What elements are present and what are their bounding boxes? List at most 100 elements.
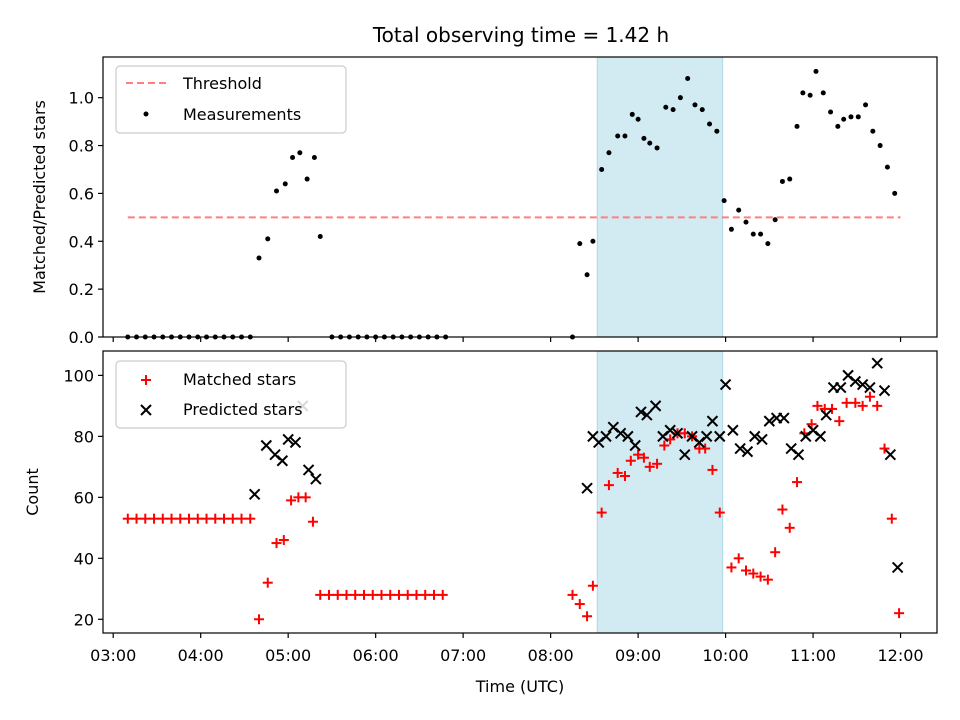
predicted-star-point bbox=[641, 409, 653, 421]
legend-predicted-label: Predicted stars bbox=[183, 400, 303, 419]
count-y-tick-label: 60 bbox=[74, 488, 94, 507]
legend-frame bbox=[115, 360, 347, 429]
measurement-point bbox=[828, 109, 834, 115]
matched-star-point bbox=[192, 513, 203, 524]
matched-star-point bbox=[437, 589, 448, 600]
measurement-point bbox=[807, 92, 813, 98]
matched-star-point bbox=[707, 464, 718, 475]
matched-star-point bbox=[254, 614, 265, 625]
measurement-point bbox=[317, 233, 323, 239]
measurement-point bbox=[311, 155, 317, 161]
measurement-point bbox=[707, 121, 713, 127]
predicted-star-point bbox=[706, 415, 719, 427]
predicted-star-point bbox=[849, 375, 862, 388]
predicted-star-point bbox=[792, 448, 805, 461]
matched-star-point bbox=[638, 452, 649, 463]
predicted-star-point bbox=[700, 430, 713, 443]
measurement-point bbox=[877, 143, 883, 149]
measurement-point bbox=[841, 116, 847, 122]
measurement-point bbox=[848, 114, 854, 120]
measurement-point bbox=[590, 238, 596, 244]
matched-star-point bbox=[402, 589, 413, 600]
matched-star-point bbox=[307, 516, 318, 527]
time-x-tick-label: 04:00 bbox=[178, 646, 224, 665]
measurement-point bbox=[622, 133, 628, 139]
legend-matched-label: Matched stars bbox=[183, 370, 296, 389]
matched-star-point bbox=[236, 513, 247, 524]
matched-star-point bbox=[315, 589, 326, 600]
measurement-point bbox=[758, 231, 764, 237]
matched-star-point bbox=[777, 504, 788, 515]
predicted-star-point bbox=[600, 430, 612, 443]
measurement-point bbox=[870, 128, 876, 134]
measurement-point bbox=[714, 128, 720, 134]
matched-star-point bbox=[582, 611, 593, 622]
matched-star-point bbox=[393, 589, 404, 600]
measurement-point bbox=[800, 90, 806, 96]
matched-star-point bbox=[886, 513, 897, 524]
predicted-star-point bbox=[763, 415, 776, 427]
matched-star-point bbox=[175, 513, 186, 524]
legend-measurements-swatch bbox=[143, 111, 149, 117]
measurement-point bbox=[736, 207, 742, 213]
matched-star-point bbox=[341, 589, 352, 600]
measurement-point bbox=[647, 140, 653, 146]
predicted-star-point bbox=[260, 439, 273, 452]
predicted-star-point bbox=[756, 433, 768, 446]
predicted-star-point bbox=[820, 409, 832, 421]
matched-star-point bbox=[567, 589, 578, 600]
matched-star-point bbox=[149, 513, 160, 524]
measurement-point bbox=[721, 198, 727, 204]
predicted-star-point bbox=[248, 488, 261, 500]
predicted-star-point bbox=[884, 448, 897, 461]
measurement-point bbox=[629, 111, 635, 117]
legend-matched-swatch bbox=[141, 375, 151, 385]
measurement-point bbox=[663, 104, 669, 110]
ratio-y-tick-label: 0.4 bbox=[69, 232, 94, 251]
count-panel-frame bbox=[102, 350, 938, 634]
matched-star-point bbox=[740, 565, 751, 576]
time-x-tick-label: 10:00 bbox=[703, 646, 749, 665]
matched-star-point bbox=[857, 400, 868, 411]
predicted-star-point bbox=[741, 445, 754, 458]
chart-title: Total observing time = 1.42 h bbox=[372, 23, 669, 47]
matched-star-point bbox=[792, 477, 803, 488]
predicted-star-point bbox=[856, 378, 869, 391]
matched-star-point bbox=[755, 571, 766, 582]
measurement-point bbox=[635, 116, 641, 122]
count-y-tick-label: 40 bbox=[74, 549, 94, 568]
time-x-tick-label: 05:00 bbox=[265, 646, 311, 665]
time-x-tick-label: 08:00 bbox=[528, 646, 574, 665]
predicted-star-point bbox=[289, 436, 302, 449]
matched-star-point bbox=[612, 467, 623, 478]
ratio-legend: Threshold Measurements bbox=[115, 65, 347, 134]
ratio-y-tick-label: 0.6 bbox=[69, 184, 94, 203]
time-x-tick-label: 07:00 bbox=[440, 646, 486, 665]
predicted-star-point bbox=[671, 427, 684, 440]
legend-measurements-label: Measurements bbox=[183, 105, 301, 124]
measurement-point bbox=[282, 181, 288, 187]
matched-star-point bbox=[894, 608, 905, 619]
matched-star-point bbox=[841, 397, 852, 408]
count-y-tick-label: 20 bbox=[74, 610, 94, 629]
measurement-point bbox=[615, 133, 621, 139]
matched-star-point bbox=[210, 513, 221, 524]
measurement-point bbox=[599, 166, 605, 172]
matched-star-point bbox=[700, 443, 711, 454]
matched-star-point bbox=[633, 449, 644, 460]
predicted-star-point bbox=[664, 424, 676, 436]
measurement-point bbox=[772, 217, 778, 223]
ratio-y-tick-label: 0.8 bbox=[69, 137, 94, 156]
matched-star-point bbox=[726, 562, 737, 573]
legend-threshold-label: Threshold bbox=[182, 74, 262, 93]
predicted-star-point bbox=[734, 442, 746, 455]
matched-star-point bbox=[834, 416, 845, 427]
measurement-point bbox=[654, 145, 660, 151]
matched-star-point bbox=[619, 470, 630, 481]
matched-star-point bbox=[262, 577, 273, 588]
matched-star-point bbox=[332, 589, 343, 600]
matched-star-point bbox=[350, 589, 361, 600]
predicted-star-point bbox=[276, 455, 289, 467]
time-x-tick-label: 03:00 bbox=[90, 646, 136, 665]
matched-star-point bbox=[770, 547, 781, 558]
